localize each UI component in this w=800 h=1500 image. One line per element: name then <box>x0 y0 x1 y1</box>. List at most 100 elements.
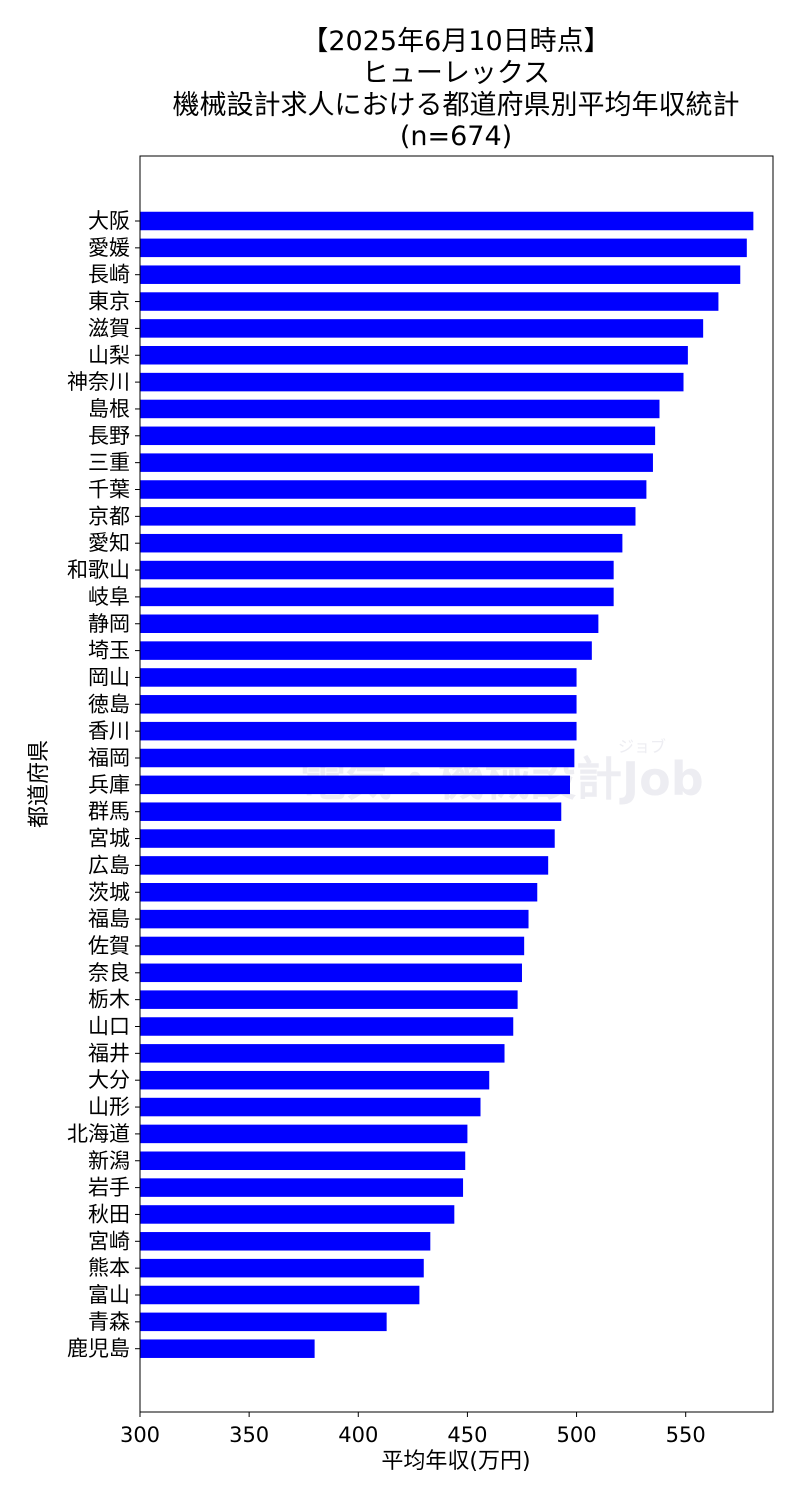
bar-39 <box>140 1258 424 1278</box>
y-tick-label: 山形 <box>88 1095 130 1119</box>
y-tick-label: 熊本 <box>88 1256 130 1280</box>
x-tick-label: 400 <box>338 1423 378 1447</box>
y-tick-label: 鹿児島 <box>67 1337 130 1361</box>
bar-13 <box>140 560 614 580</box>
y-tick-label: 北海道 <box>67 1122 130 1146</box>
bar-42 <box>140 1339 315 1358</box>
x-tick-label: 500 <box>557 1423 597 1447</box>
title-line-date: 【2025年6月10日時点】 <box>301 26 610 57</box>
bar-23 <box>140 829 555 848</box>
bar-22 <box>140 802 562 821</box>
y-tick-label: 滋賀 <box>88 316 130 340</box>
bar-7 <box>140 399 660 419</box>
bar-18 <box>140 695 577 714</box>
bar-12 <box>140 533 623 553</box>
y-tick-label: 新潟 <box>88 1149 130 1173</box>
x-tick-label: 350 <box>229 1423 269 1447</box>
y-tick-label: 岡山 <box>88 665 130 689</box>
bar-26 <box>140 909 529 929</box>
y-tick-label: 愛知 <box>88 531 130 555</box>
bar-10 <box>140 480 647 499</box>
y-tick-label: 青森 <box>88 1310 130 1334</box>
y-tick-label: 東京 <box>88 290 130 314</box>
y-tick-label: 岩手 <box>88 1176 130 1200</box>
bar-4 <box>140 319 704 338</box>
bar-34 <box>140 1124 468 1144</box>
y-tick-label: 広島 <box>88 853 130 877</box>
bar-27 <box>140 936 525 956</box>
watermark-subtext: ジョブ <box>618 737 666 756</box>
bar-31 <box>140 1044 505 1063</box>
y-tick-label: 島根 <box>88 397 130 421</box>
y-tick-label: 兵庫 <box>88 773 130 797</box>
x-axis-label: 平均年収(万円) <box>381 1449 530 1474</box>
y-tick-label: 長野 <box>88 424 130 448</box>
y-tick-label: 大阪 <box>88 209 130 233</box>
bar-32 <box>140 1070 490 1090</box>
bar-6 <box>140 372 684 392</box>
bar-5 <box>140 346 688 365</box>
y-tick-label: 茨城 <box>88 880 130 904</box>
bar-15 <box>140 614 599 633</box>
title-line-count: (n=674) <box>400 121 512 152</box>
y-tick-label: 大分 <box>88 1068 130 1092</box>
y-tick-label: 宮城 <box>88 827 130 851</box>
y-tick-label: 神奈川 <box>67 370 130 394</box>
bar-17 <box>140 668 577 687</box>
bar-37 <box>140 1205 455 1224</box>
y-tick-label: 福井 <box>88 1041 130 1065</box>
bar-29 <box>140 990 518 1009</box>
y-tick-label: 山梨 <box>88 343 130 367</box>
y-tick-label: 栃木 <box>88 988 130 1012</box>
y-axis-label: 都道府県 <box>27 740 52 828</box>
bar-25 <box>140 883 538 902</box>
y-tick-label: 宮崎 <box>88 1229 130 1253</box>
bar-24 <box>140 856 549 875</box>
bar-38 <box>140 1232 431 1251</box>
bar-14 <box>140 587 614 607</box>
bar-36 <box>140 1178 464 1197</box>
y-tick-label: 愛媛 <box>88 236 130 260</box>
bar-21 <box>140 775 570 795</box>
bar-41 <box>140 1312 387 1332</box>
y-tick-label: 岐阜 <box>88 585 130 609</box>
bar-3 <box>140 292 719 311</box>
x-tick-label: 300 <box>120 1423 160 1447</box>
watermark: 電気・機械設計Job ジョブ <box>300 737 704 806</box>
y-tick-label: 埼玉 <box>88 639 130 663</box>
y-tick-label: 長崎 <box>88 263 130 287</box>
bar-20 <box>140 748 575 768</box>
bar-35 <box>140 1151 466 1170</box>
bar-0 <box>140 211 754 231</box>
y-tick-label: 福岡 <box>88 746 130 770</box>
y-tick-label: 三重 <box>88 451 130 475</box>
y-tick-label: 佐賀 <box>88 934 130 958</box>
bars <box>140 211 754 1358</box>
bar-8 <box>140 426 656 446</box>
bar-30 <box>140 1017 514 1036</box>
y-tick-labels: 大阪愛媛長崎東京滋賀山梨神奈川島根長野三重千葉京都愛知和歌山岐阜静岡埼玉岡山徳島… <box>67 209 140 1361</box>
title-line-company: ヒューレックス <box>362 58 550 89</box>
y-tick-label: 秋田 <box>88 1202 130 1226</box>
y-tick-label: 福島 <box>88 907 130 931</box>
x-axis-ticks: 300 350 400 450 500 550 <box>120 1412 706 1447</box>
y-tick-label: 香川 <box>88 719 130 743</box>
bar-28 <box>140 963 522 983</box>
bar-11 <box>140 507 636 526</box>
chart-title: 【2025年6月10日時点】 ヒューレックス 機械設計求人における都道府県別平均… <box>173 26 740 152</box>
y-tick-label: 群馬 <box>88 800 130 824</box>
title-line-subject: 機械設計求人における都道府県別平均年収統計 <box>173 90 740 121</box>
bar-19 <box>140 721 577 741</box>
y-tick-label: 和歌山 <box>67 558 130 582</box>
bar-16 <box>140 641 592 660</box>
bar-40 <box>140 1285 420 1305</box>
y-tick-label: 徳島 <box>88 692 130 716</box>
bar-2 <box>140 265 741 284</box>
y-tick-label: 京都 <box>88 504 130 528</box>
x-tick-label: 450 <box>447 1423 487 1447</box>
bar-33 <box>140 1097 481 1117</box>
y-tick-label: 富山 <box>88 1283 130 1307</box>
y-tick-label: 静岡 <box>88 612 130 636</box>
y-tick-label: 奈良 <box>88 961 130 985</box>
